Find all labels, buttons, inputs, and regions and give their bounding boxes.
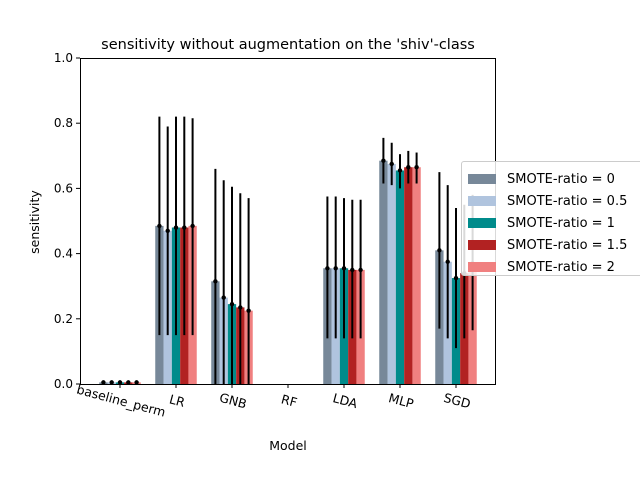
mean-point-LDA-series-2 (341, 266, 347, 271)
y-tick-label: 0.8 (54, 116, 73, 130)
mean-point-LR-series-3 (182, 225, 187, 230)
plot-frame (80, 58, 496, 385)
mean-point-LR-series-1 (165, 228, 170, 233)
mean-point-MLP-series-4 (414, 165, 419, 170)
y-tick-label: 0.4 (54, 247, 73, 261)
mean-point-baseline_perm-series-1 (109, 380, 114, 385)
y-tick-label: 1.0 (54, 51, 73, 65)
mean-point-LR-series-0 (157, 223, 162, 229)
bars-layer (99, 160, 477, 384)
x-tick-label-GNB: GNB (218, 390, 249, 412)
legend-swatch (468, 218, 496, 228)
mean-point-LDA-series-1 (333, 266, 338, 271)
mean-point-MLP-series-2 (397, 168, 403, 173)
mean-point-SGD-series-1 (445, 259, 450, 264)
bar-MLP-series-1 (387, 163, 396, 384)
mean-point-MLP-series-3 (406, 165, 411, 170)
bar-MLP-series-3 (404, 167, 413, 384)
x-tick-label-RF: RF (280, 391, 299, 410)
mean-point-GNB-series-3 (238, 305, 243, 310)
x-tick-label-LR: LR (168, 391, 187, 410)
x-tick-label-SGD: SGD (442, 390, 472, 412)
mean-point-LR-series-2 (173, 225, 179, 230)
mean-point-baseline_perm-series-0 (101, 380, 106, 385)
legend: SMOTE-ratio = 0 SMOTE-ratio = 0.5 SMOTE-ra… (461, 161, 640, 276)
x-axis: baseline_perm LR GNB RF LDA MLP SGD (75, 382, 472, 420)
legend-label: SMOTE-ratio = 0.5 (507, 193, 628, 209)
legend-item: SMOTE-ratio = 0.5 (468, 193, 627, 209)
mean-point-SGD-series-0 (437, 248, 442, 253)
y-axis: 0.0 0.2 0.4 0.6 0.8 1.0 (54, 51, 80, 391)
mean-point-MLP-series-1 (389, 161, 394, 167)
legend-label: SMOTE-ratio = 2 (507, 259, 615, 275)
y-tick-label: 0.6 (54, 181, 73, 195)
legend-label: SMOTE-ratio = 0 (507, 171, 615, 187)
x-tick-label-MLP: MLP (387, 390, 416, 411)
mean-point-baseline_perm-series-4 (134, 380, 139, 385)
legend-label: SMOTE-ratio = 1.5 (507, 237, 628, 253)
mean-point-baseline_perm-series-3 (126, 380, 131, 385)
legend-item: SMOTE-ratio = 1 (468, 215, 615, 231)
legend-item: SMOTE-ratio = 2 (468, 259, 615, 275)
mean-point-GNB-series-2 (229, 301, 235, 307)
mean-point-SGD-series-2 (453, 275, 459, 281)
mean-point-LDA-series-0 (325, 266, 330, 271)
mean-point-GNB-series-4 (246, 308, 251, 313)
legend-swatch (468, 262, 496, 272)
mean-point-GNB-series-1 (221, 295, 226, 300)
x-tick-label-baseline_perm: baseline_perm (75, 382, 167, 420)
error-bars-layer (101, 116, 475, 385)
y-tick-label: 0.0 (54, 377, 73, 391)
y-tick-label: 0.2 (54, 312, 73, 326)
chart-title: sensitivity without augmentation on the … (101, 37, 475, 53)
y-axis-label: sensitivity (27, 190, 42, 254)
bar-MLP-series-0 (379, 160, 388, 384)
x-axis-label: Model (269, 438, 307, 453)
mean-point-GNB-series-0 (213, 279, 218, 284)
bar-MLP-series-4 (412, 167, 421, 384)
legend-label: SMOTE-ratio = 1 (507, 215, 615, 231)
legend-swatch (468, 240, 496, 250)
legend-item: SMOTE-ratio = 0 (468, 171, 615, 187)
x-tick-label-LDA: LDA (331, 390, 359, 411)
mean-point-LDA-series-3 (350, 267, 355, 273)
mean-point-MLP-series-0 (381, 158, 386, 163)
legend-item: SMOTE-ratio = 1.5 (468, 237, 627, 253)
bar-MLP-series-2 (395, 170, 405, 384)
mean-point-LR-series-4 (190, 223, 195, 229)
mean-point-LDA-series-4 (358, 267, 363, 273)
legend-swatch (468, 196, 496, 206)
mean-point-baseline_perm-series-2 (117, 380, 123, 385)
legend-swatch (468, 174, 496, 184)
